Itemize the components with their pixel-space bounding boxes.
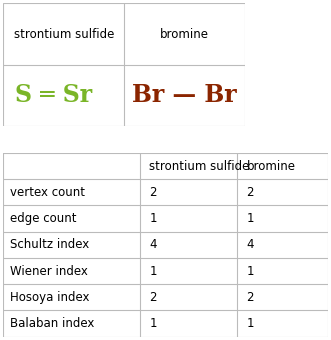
- Text: 2: 2: [247, 186, 254, 199]
- Text: edge count: edge count: [10, 212, 76, 225]
- Text: 1: 1: [247, 317, 254, 330]
- Text: 4: 4: [247, 238, 254, 251]
- Text: S ═ Sr: S ═ Sr: [16, 83, 93, 107]
- Text: 2: 2: [149, 291, 157, 304]
- Text: strontium sulfide: strontium sulfide: [14, 28, 114, 40]
- Text: Hosoya index: Hosoya index: [10, 291, 89, 304]
- Text: 2: 2: [149, 186, 157, 199]
- Text: bromine: bromine: [247, 159, 296, 173]
- Text: 1: 1: [149, 212, 157, 225]
- Text: Balaban index: Balaban index: [10, 317, 94, 330]
- Text: 1: 1: [149, 317, 157, 330]
- Text: 1: 1: [149, 265, 157, 277]
- Text: 1: 1: [247, 212, 254, 225]
- Text: strontium sulfide: strontium sulfide: [149, 159, 250, 173]
- Text: Schultz index: Schultz index: [10, 238, 89, 251]
- Text: Wiener index: Wiener index: [10, 265, 88, 277]
- Text: bromine: bromine: [160, 28, 209, 40]
- Text: 1: 1: [247, 265, 254, 277]
- Text: 2: 2: [247, 291, 254, 304]
- Text: vertex count: vertex count: [10, 186, 85, 199]
- Text: 4: 4: [149, 238, 157, 251]
- Text: Br — Br: Br — Br: [132, 83, 237, 107]
